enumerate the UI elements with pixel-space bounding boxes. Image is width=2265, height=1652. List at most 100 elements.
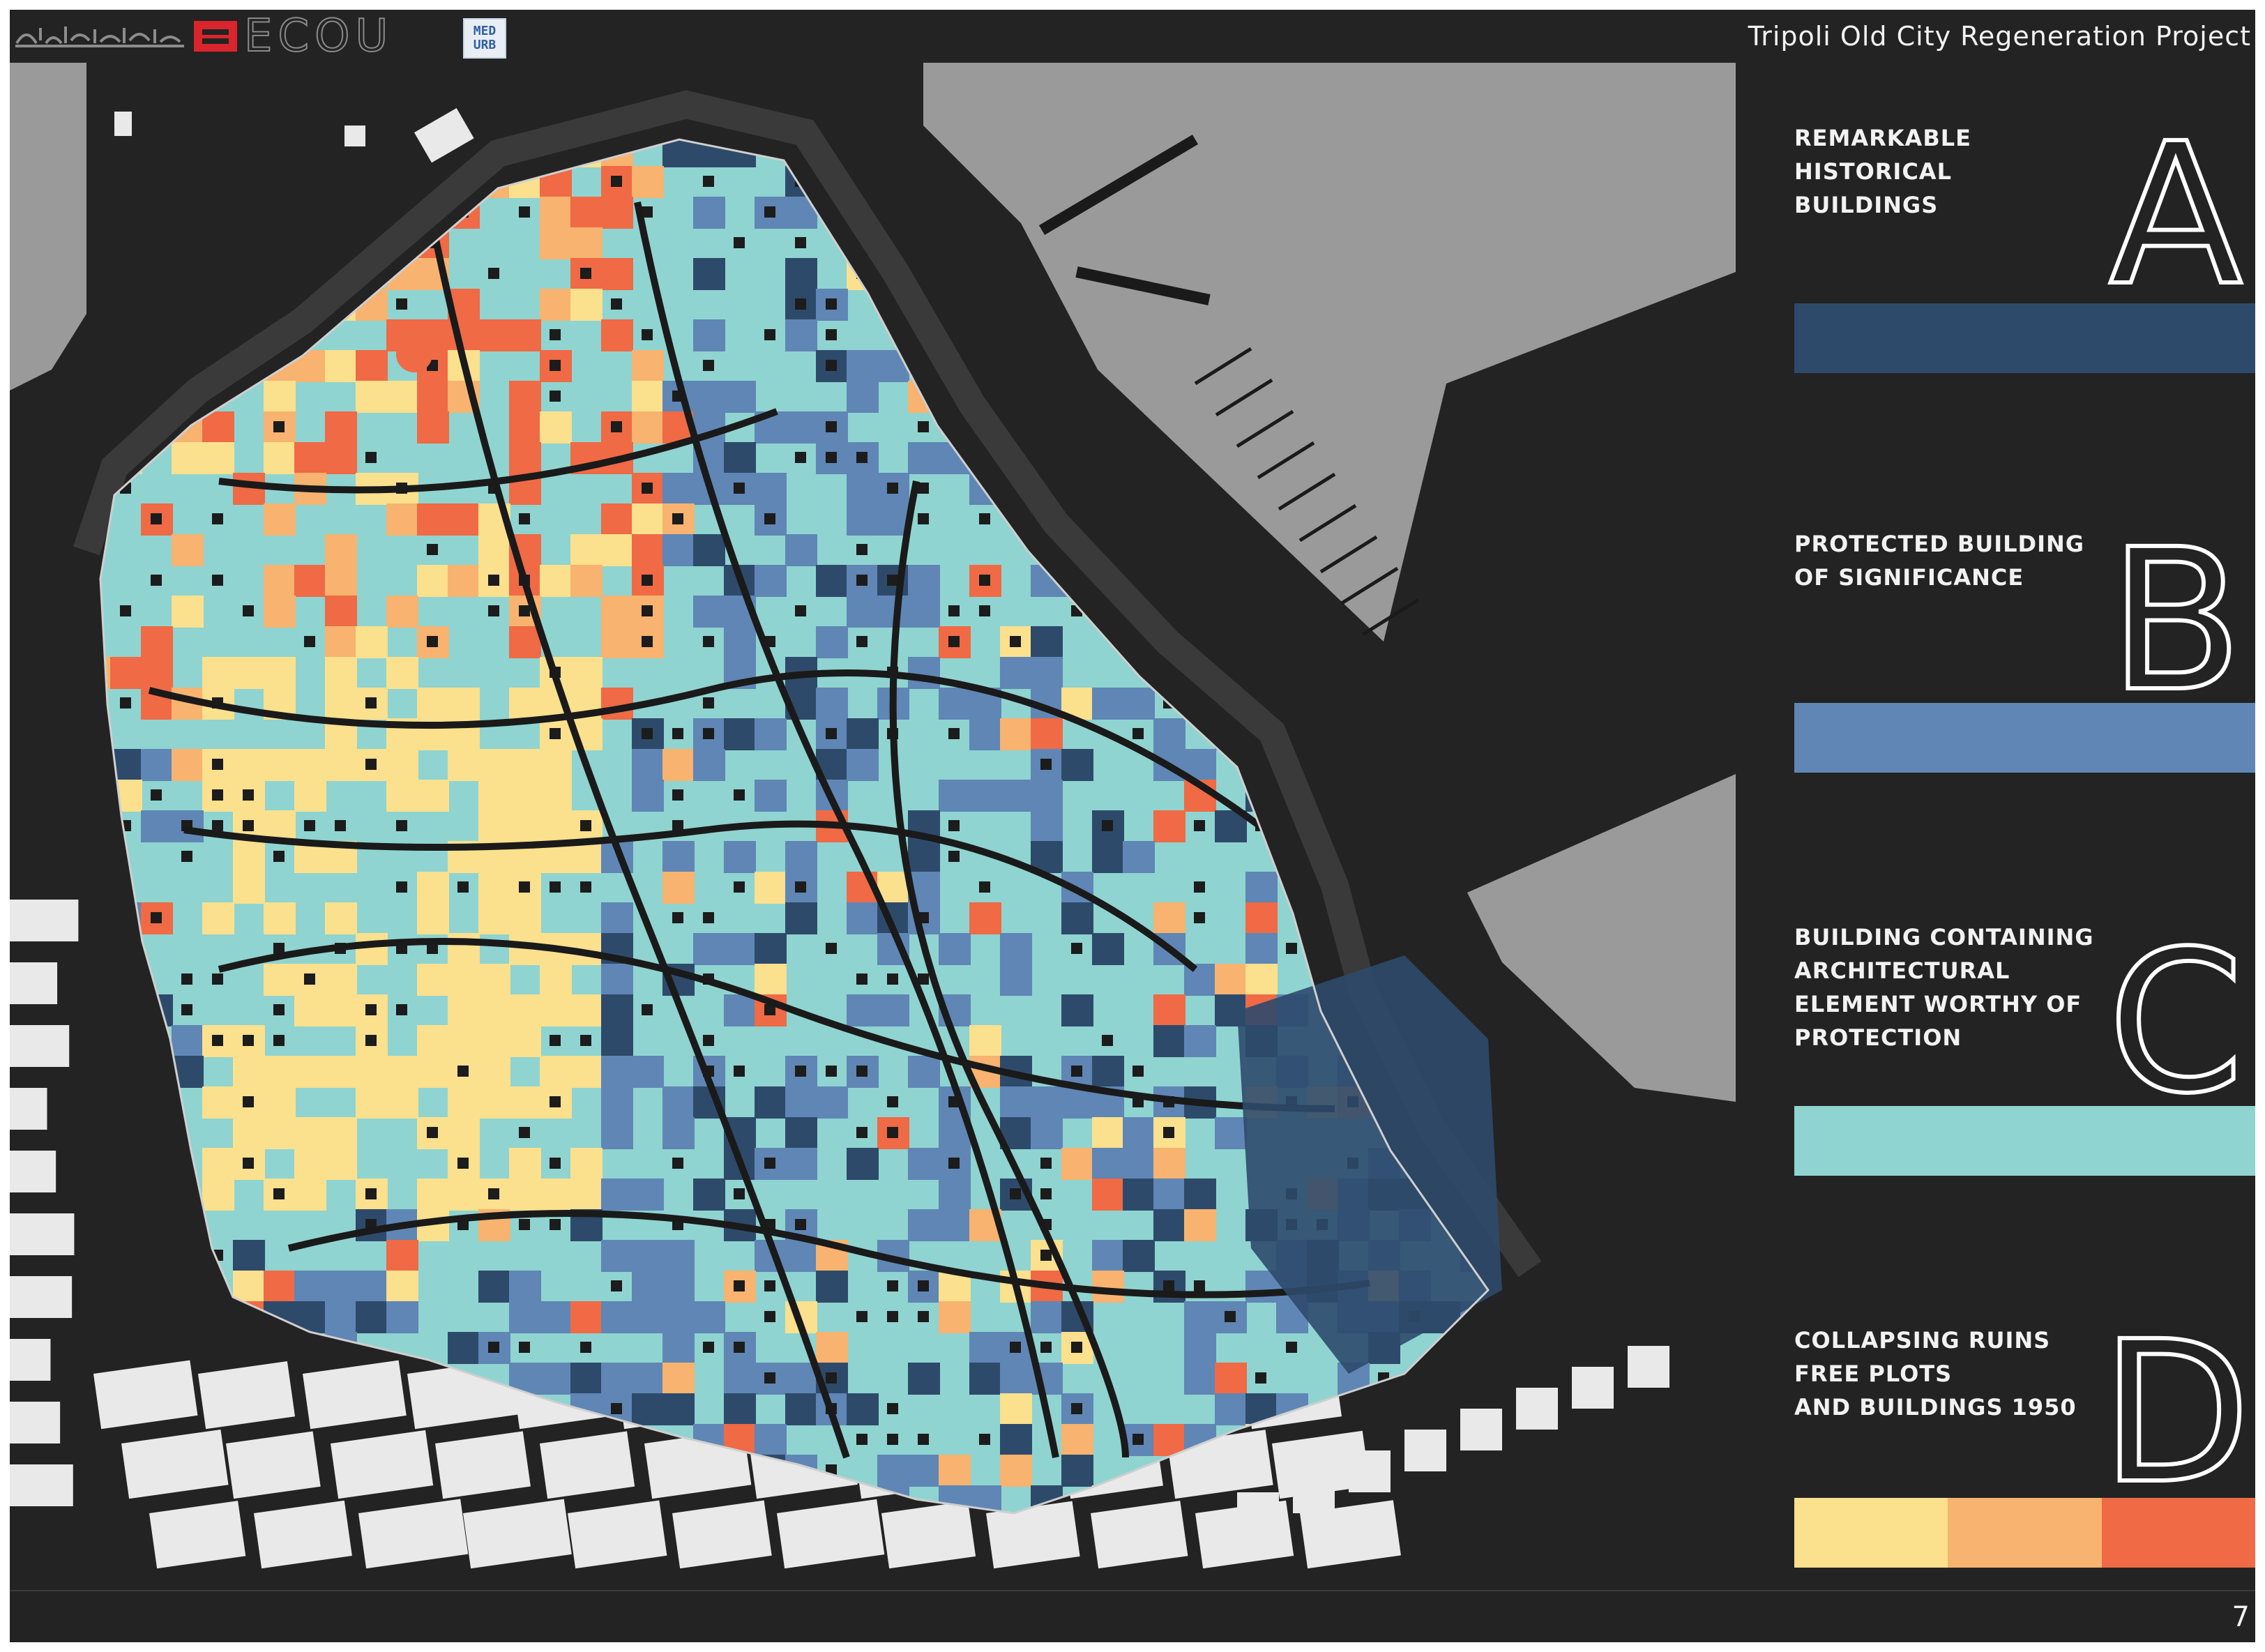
building-plot	[1368, 902, 1400, 934]
building-plot	[294, 197, 326, 229]
building-plot	[939, 1455, 971, 1487]
building-plot	[1092, 411, 1124, 444]
modern-block	[1516, 1388, 1558, 1430]
building-plot	[1184, 1209, 1216, 1241]
modern-block	[434, 1431, 531, 1499]
modern-block	[303, 1360, 407, 1430]
courtyard	[642, 329, 653, 340]
building-plot	[1000, 718, 1032, 750]
building-plot	[847, 105, 879, 137]
building-plot	[601, 964, 633, 996]
courtyard	[703, 697, 714, 708]
courtyard	[243, 1096, 254, 1107]
building-plot	[693, 1301, 725, 1333]
building-plot	[540, 1363, 572, 1395]
building-plot	[662, 1240, 695, 1272]
building-plot	[448, 1332, 480, 1364]
courtyard	[1194, 636, 1205, 647]
courtyard	[151, 360, 162, 371]
building-plot	[233, 841, 265, 873]
building-plot	[172, 1301, 204, 1333]
building-plot	[1245, 780, 1278, 812]
courtyard	[1010, 237, 1021, 248]
building-plot	[325, 902, 357, 934]
building-plot	[233, 1056, 265, 1088]
building-plot	[816, 626, 848, 658]
building-plot	[100, 1455, 112, 1487]
building-plot	[1522, 1332, 1554, 1364]
building-plot	[100, 1117, 112, 1149]
building-plot	[570, 534, 603, 566]
swatch-segment	[1794, 1106, 2255, 1176]
building-plot	[356, 381, 388, 413]
courtyard	[642, 728, 653, 739]
courtyard	[550, 1219, 561, 1230]
legend-letter-c: C	[2107, 933, 2244, 1100]
building-plot	[202, 657, 234, 689]
building-plot	[100, 902, 112, 934]
building-plot	[141, 1301, 173, 1333]
building-plot	[386, 503, 418, 536]
building-plot	[294, 442, 326, 474]
building-plot	[325, 749, 357, 781]
building-plot	[386, 657, 418, 689]
building-plot	[202, 166, 234, 198]
building-plot	[632, 503, 664, 536]
building-plot	[1000, 657, 1032, 689]
courtyard	[580, 1035, 591, 1046]
building-plot	[1245, 902, 1278, 934]
courtyard	[642, 1004, 653, 1015]
building-plot	[755, 1086, 787, 1119]
courtyard	[335, 206, 346, 218]
ecou-mark-icon	[192, 20, 238, 53]
building-plot	[755, 933, 787, 965]
building-plot	[601, 1117, 633, 1149]
courtyard	[519, 206, 530, 218]
courtyard	[488, 605, 499, 616]
courtyard	[979, 1434, 990, 1445]
building-plot	[264, 1056, 296, 1088]
building-plot	[1491, 994, 1523, 1026]
pier-line	[1236, 409, 1294, 448]
building-plot	[877, 350, 909, 382]
courtyard	[1347, 728, 1358, 739]
courtyard	[304, 820, 315, 831]
building-plot	[478, 872, 510, 904]
building-plot	[632, 1301, 664, 1333]
building-plot	[785, 258, 817, 290]
modern-block	[10, 1213, 75, 1255]
courtyard	[1409, 1526, 1420, 1537]
courtyard	[519, 1219, 530, 1230]
courtyard	[1378, 881, 1389, 893]
header-bar: ECOU MED URB Tripoli Old City Regenerati…	[10, 10, 2255, 63]
building-plot	[693, 381, 725, 413]
building-plot	[908, 381, 940, 413]
courtyard	[212, 298, 223, 310]
building-plot	[448, 1086, 480, 1119]
building-plot	[785, 1240, 817, 1272]
courtyard	[1194, 881, 1205, 893]
modern-block	[10, 1339, 51, 1381]
building-plot	[141, 350, 173, 382]
building-plot	[172, 319, 204, 351]
courtyard	[856, 452, 868, 463]
building-plot	[847, 994, 879, 1026]
courtyard	[1501, 575, 1512, 586]
courtyard	[948, 636, 960, 647]
building-plot	[632, 1056, 664, 1088]
building-plot	[1491, 626, 1523, 658]
building-plot	[1031, 657, 1063, 689]
courtyard	[365, 759, 377, 770]
building-plot	[417, 780, 449, 812]
courtyard	[764, 1280, 775, 1291]
courtyard	[887, 1434, 898, 1445]
building-plot	[1522, 565, 1554, 597]
courtyard	[89, 114, 100, 126]
building-plot	[540, 964, 572, 996]
building-plot	[1184, 1332, 1216, 1364]
building-plot	[908, 442, 940, 474]
building-plot	[110, 197, 142, 229]
courtyard	[1102, 820, 1113, 831]
building-plot	[601, 596, 633, 628]
modern-block	[198, 1361, 296, 1430]
